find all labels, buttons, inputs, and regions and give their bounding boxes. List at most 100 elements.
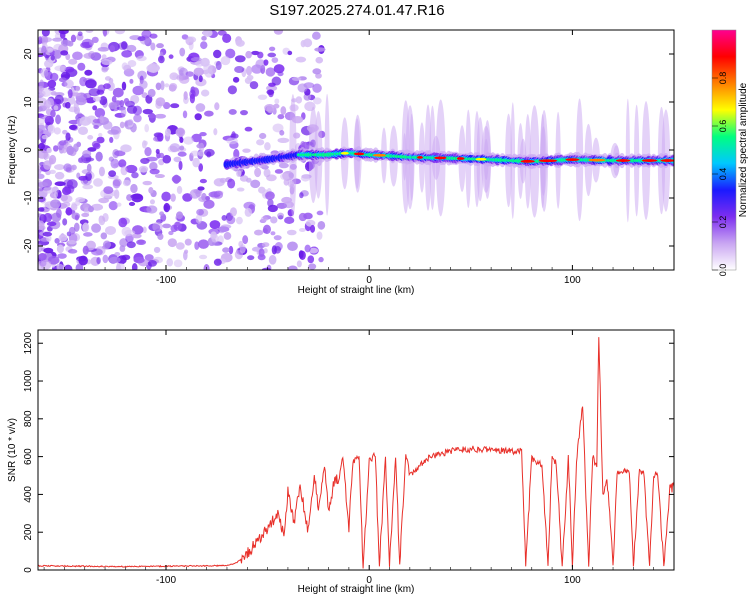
spectrogram-noise-blob [244, 126, 253, 132]
spectrogram-noise-blob [92, 105, 98, 111]
spectrogram-noise-blob [68, 119, 80, 125]
spectrogram-noise-blob [58, 77, 67, 83]
spectrogram-noise-blob [43, 212, 53, 223]
spectrogram-noise-blob [131, 263, 138, 270]
spectrogram-noise-blob [137, 239, 145, 244]
spectrogram-noise-blob [64, 79, 74, 89]
spectrogram-noise-blob [93, 142, 101, 150]
spectrogram-noise-blob [238, 240, 244, 248]
spectrogram-noise-blob [54, 171, 65, 180]
spectrogram-noise-blob [74, 214, 80, 221]
spectrogram-noise-blob [243, 201, 256, 210]
spectrogram-noise-blob [195, 60, 204, 67]
spectrogram-noise-blob [287, 241, 298, 252]
spectrogram-noise-blob [254, 229, 264, 236]
spectrogram-noise-blob [68, 226, 76, 235]
spectrogram-noise-blob [79, 156, 87, 164]
spectrogram-noise-blob [91, 203, 104, 211]
spectrogram-noise-blob [93, 178, 103, 187]
spectrogram-noise-blob [147, 113, 156, 119]
figure-title: S197.2025.274.01.47.R16 [269, 2, 444, 19]
spectrogram-noise-blob [75, 263, 84, 270]
spectrogram-noise-blob [63, 163, 72, 172]
spectrogram-peak-cell [475, 157, 487, 161]
spectrogram-noise-blob [91, 223, 102, 233]
spectrogram-noise-blob [62, 201, 71, 207]
spectrogram-noise-blob [38, 149, 49, 159]
spectrogram-noise-blob [68, 58, 78, 65]
spectrogram-noise-blob [62, 186, 72, 196]
spectrogram-noise-blob [107, 129, 119, 135]
spectrogram-noise-blob [72, 51, 83, 61]
spectrogram-noise-blob [139, 80, 148, 90]
spectrogram-noise-blob [75, 97, 87, 106]
spectrogram-noise-blob [127, 60, 137, 68]
spectrogram-noise-blob [121, 62, 128, 71]
spectrogram-noise-blob [277, 137, 290, 143]
spectrogram-noise-blob [105, 225, 117, 235]
colorbar-label: Normalized spectral amplitude [738, 82, 749, 217]
spectrogram-noise-blob [300, 140, 306, 149]
snr-x-axis-label: Height of straight line (km) [298, 584, 415, 595]
spectrogram-noise-blob [47, 47, 54, 53]
y-tick-label: 600 [23, 448, 34, 465]
spectrogram-noise-blob [125, 164, 138, 174]
spectrogram-noise-blob [195, 103, 206, 112]
spectrogram-noise-blob [108, 170, 117, 178]
x-tick-label: 100 [564, 575, 581, 586]
spectrogram-noise-blob [268, 254, 277, 265]
spectrogram-noise-blob [263, 248, 268, 254]
spectrogram-noise-blob [227, 85, 237, 95]
spectrogram-noise-blob [99, 96, 108, 106]
spectrogram-noise-blob [75, 85, 81, 92]
spectrogram-noise-blob [267, 52, 277, 58]
spectrogram-noise-blob [98, 197, 110, 204]
spectrogram-noise-blob [155, 97, 166, 107]
spectrogram-noise-blob [40, 259, 52, 270]
spectrogram-noise-blob [314, 47, 326, 52]
spectrogram-noise-blob [156, 132, 164, 142]
y-tick-label: 10 [23, 96, 34, 108]
spectrogram-noise-blob [118, 159, 127, 168]
colorbar-tick-label: 0.4 [718, 168, 728, 181]
spectrogram-noise-blob [230, 133, 239, 139]
spectrogram-noise-blob [99, 115, 104, 124]
spectrogram-noise-blob [100, 232, 108, 240]
spectrogram-noise-blob [147, 260, 157, 267]
spectrogram-noise-blob [192, 157, 200, 168]
spectrogram-noise-blob [202, 30, 213, 37]
spectrogram-noise-blob [54, 181, 66, 187]
x-tick-label: 0 [366, 575, 372, 586]
spectrogram-noise-blob [273, 30, 284, 35]
spectrogram-noise-blob [87, 135, 94, 140]
x-tick-label: 100 [564, 275, 581, 286]
spectrogram-noise-blob [270, 216, 278, 224]
spectrogram-noise-blob [131, 171, 139, 179]
spectrogram-noise-blob [267, 204, 278, 213]
spectrogram-noise-blob [38, 142, 46, 150]
spectrogram-noise-blob [42, 186, 55, 194]
spectrogram-noise-blob [179, 145, 185, 151]
spectrogram-noise-blob [261, 216, 268, 222]
spectrogram-noise-blob [228, 245, 234, 255]
spectrogram-noise-blob [242, 235, 249, 245]
spectrogram-noise-blob [68, 232, 81, 242]
spectrogram-noise-blob [169, 143, 181, 153]
spectrogram-noise-blob [166, 258, 174, 267]
spectrogram-noise-blob [197, 186, 205, 191]
spectrogram-noise-blob [121, 81, 127, 91]
spectrogram-noise-blob [92, 96, 102, 102]
spectrogram-noise-blob [145, 156, 158, 162]
y-tick-label: 400 [23, 486, 34, 503]
spectrogram-noise-blob [70, 34, 77, 43]
spectrogram-noise-blob [244, 207, 252, 217]
spectrogram-noise-blob [291, 76, 302, 81]
spectrogram-noise-blob [122, 179, 131, 187]
spectrogram-noise-blob [98, 166, 105, 177]
spectrogram-noise-blob [137, 70, 147, 81]
spectrogram-noise-blob [149, 168, 160, 175]
spectrogram-noise-blob [67, 249, 78, 254]
